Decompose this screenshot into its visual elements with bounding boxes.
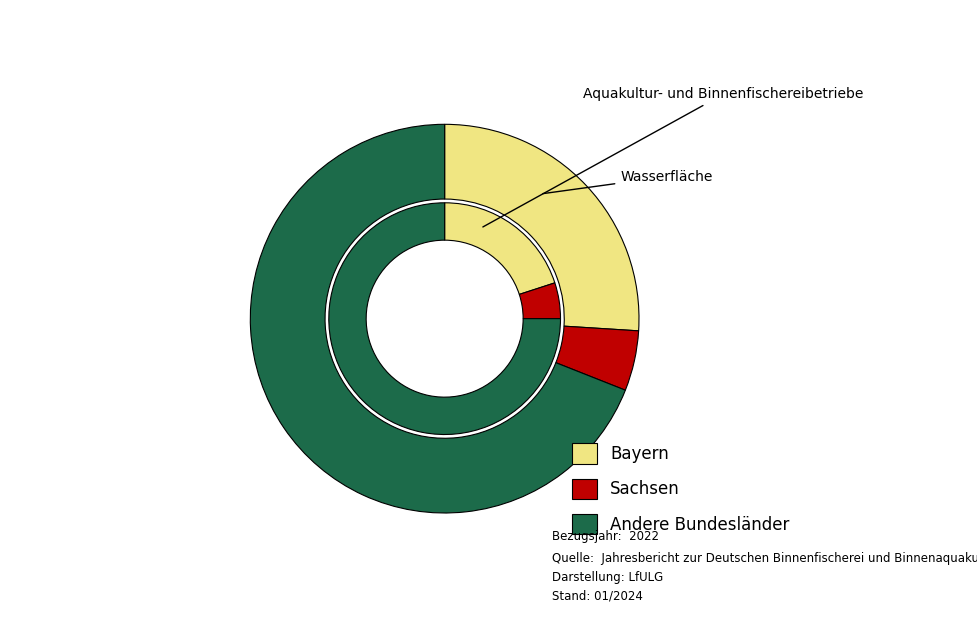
Wedge shape (250, 124, 625, 513)
Text: Wasserfläche: Wasserfläche (543, 170, 712, 194)
Wedge shape (329, 203, 561, 435)
Text: Bezugsjahr:  2022: Bezugsjahr: 2022 (552, 529, 659, 543)
Wedge shape (445, 124, 639, 331)
Text: Stand: 01/2024: Stand: 01/2024 (552, 589, 643, 603)
Text: Darstellung: LfULG: Darstellung: LfULG (552, 570, 663, 584)
Text: Aquakultur- und Binnenfischereibetriebe: Aquakultur- und Binnenfischereibetriebe (483, 88, 864, 227)
Wedge shape (520, 283, 561, 319)
Wedge shape (445, 203, 555, 295)
Legend: Bayern, Sachsen, Andere Bundesländer: Bayern, Sachsen, Andere Bundesländer (565, 437, 796, 541)
Wedge shape (556, 326, 639, 390)
Text: Quelle:  Jahresbericht zur Deutschen Binnenfischerei und Binnenaquakultur: Quelle: Jahresbericht zur Deutschen Binn… (552, 551, 977, 565)
